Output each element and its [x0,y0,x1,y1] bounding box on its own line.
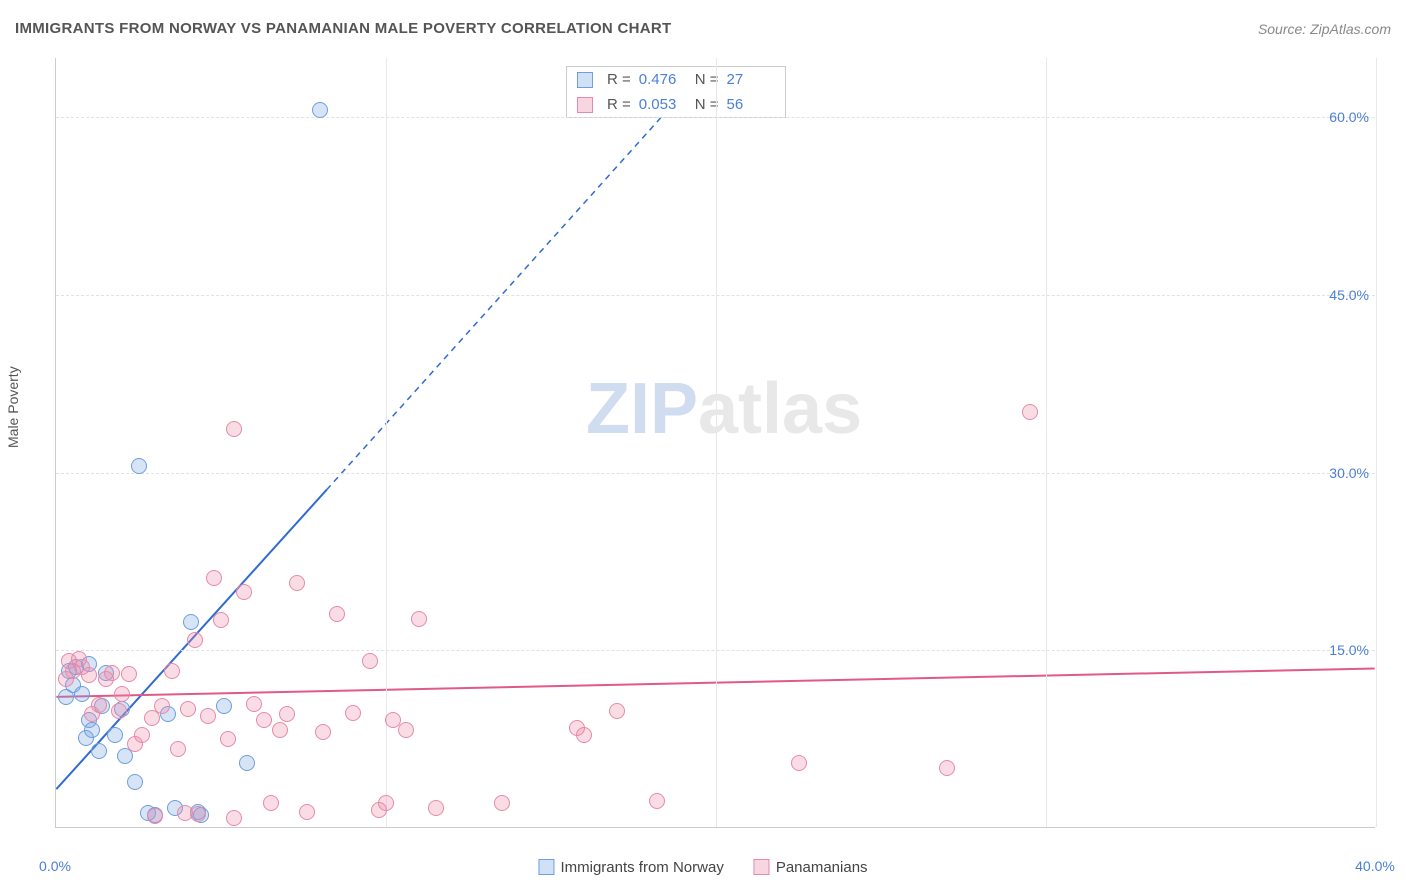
n-label: N = [695,71,719,88]
point-series2 [428,800,444,816]
point-series2 [939,760,955,776]
point-series1 [107,727,123,743]
y-tick-label: 45.0% [1329,287,1369,303]
swatch-series2 [577,97,593,113]
point-series2 [272,722,288,738]
y-tick-label: 30.0% [1329,465,1369,481]
chart-title: IMMIGRANTS FROM NORWAY VS PANAMANIAN MAL… [15,20,672,37]
gridline-v [386,58,387,827]
stat-row-series1: R = 0.476 N = 27 [567,67,785,92]
watermark-atlas: atlas [698,369,862,449]
r-label: R = [607,71,631,88]
r-value-series1: 0.476 [639,71,687,88]
y-tick-label: 15.0% [1329,642,1369,658]
x-tick-label: 40.0% [1355,858,1395,874]
stat-legend: R = 0.476 N = 27 R = 0.053 N = 56 [566,66,786,118]
series-legend: Immigrants from Norway Panamanians [538,859,867,876]
point-series2 [791,755,807,771]
point-series2 [114,686,130,702]
point-series1 [216,698,232,714]
point-series2 [494,795,510,811]
point-series2 [411,611,427,627]
point-series2 [378,795,394,811]
gridline-v [1376,58,1377,827]
point-series1 [239,755,255,771]
watermark-zip: ZIP [586,369,698,449]
point-series1 [131,458,147,474]
n-label: N = [695,96,719,113]
point-series2 [154,698,170,714]
y-axis-label: Male Poverty [5,366,21,448]
point-series2 [170,741,186,757]
point-series2 [213,612,229,628]
n-value-series1: 27 [727,71,775,88]
point-series2 [180,701,196,717]
scatter-plot: ZIPatlas R = 0.476 N = 27 R = 0.053 N = … [55,58,1375,828]
y-tick-label: 60.0% [1329,109,1369,125]
point-series1 [74,686,90,702]
x-tick-label: 0.0% [39,858,71,874]
point-series2 [81,667,97,683]
gridline-v [1046,58,1047,827]
source-attribution: Source: ZipAtlas.com [1258,21,1391,37]
point-series2 [609,703,625,719]
point-series1 [91,743,107,759]
point-series2 [398,722,414,738]
point-series2 [147,808,163,824]
point-series1 [127,774,143,790]
legend-label-series2: Panamanians [776,859,868,876]
point-series2 [246,696,262,712]
point-series2 [121,666,137,682]
legend-item-series2: Panamanians [754,859,868,876]
gridline-v [716,58,717,827]
point-series2 [111,703,127,719]
point-series2 [315,724,331,740]
n-value-series2: 56 [727,96,775,113]
point-series2 [256,712,272,728]
point-series2 [362,653,378,669]
point-series2 [279,706,295,722]
point-series2 [299,804,315,820]
point-series2 [649,793,665,809]
point-series2 [263,795,279,811]
point-series2 [187,632,203,648]
swatch-series2 [754,859,770,875]
point-series2 [345,705,361,721]
point-series2 [576,727,592,743]
point-series2 [206,570,222,586]
swatch-series1 [538,859,554,875]
point-series2 [200,708,216,724]
point-series1 [183,614,199,630]
point-series2 [289,575,305,591]
watermark: ZIPatlas [586,368,862,450]
legend-label-series1: Immigrants from Norway [560,859,723,876]
swatch-series1 [577,72,593,88]
point-series2 [226,421,242,437]
point-series1 [312,102,328,118]
point-series2 [164,663,180,679]
point-series2 [91,697,107,713]
stat-row-series2: R = 0.053 N = 56 [567,92,785,117]
point-series2 [226,810,242,826]
plot-wrap: Male Poverty ZIPatlas R = 0.476 N = 27 R… [15,48,1391,878]
point-series2 [1022,404,1038,420]
point-series2 [134,727,150,743]
point-series2 [329,606,345,622]
point-series2 [236,584,252,600]
point-series1 [84,722,100,738]
legend-item-series1: Immigrants from Norway [538,859,723,876]
point-series2 [104,665,120,681]
r-value-series2: 0.053 [639,96,687,113]
point-series2 [190,806,206,822]
r-label: R = [607,96,631,113]
point-series2 [220,731,236,747]
